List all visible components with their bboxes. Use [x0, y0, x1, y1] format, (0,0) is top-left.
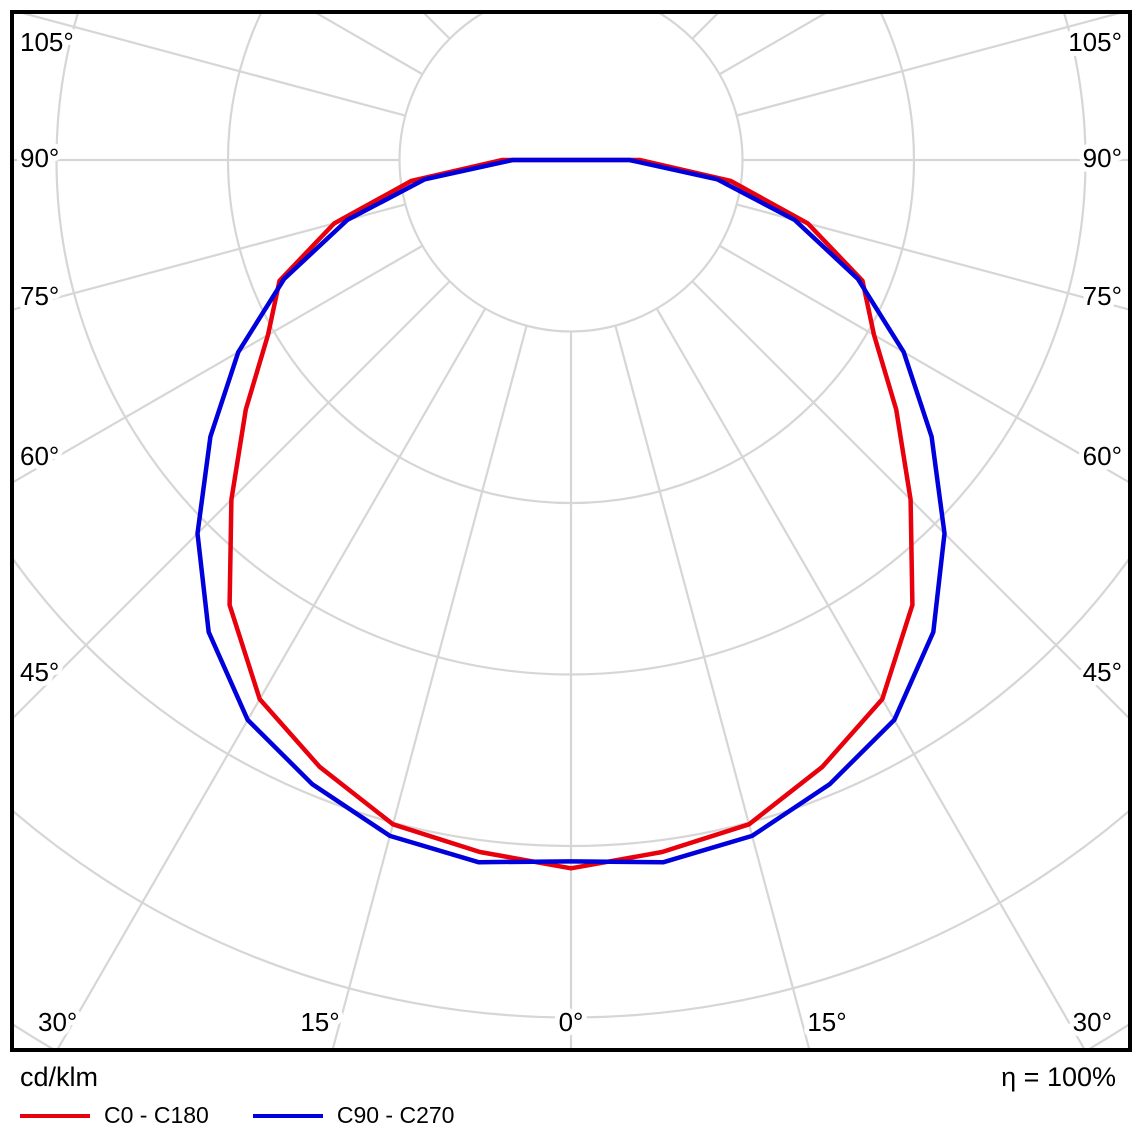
grid-ray [718, 244, 1128, 483]
angle-tick: 45° [1083, 657, 1122, 687]
polar-grid [14, 0, 1128, 1048]
angle-tick: 75° [1083, 281, 1122, 311]
angle-tick: 30° [38, 1007, 77, 1037]
angle-tick: 90° [1083, 143, 1122, 173]
grid-ring [398, 14, 744, 333]
angle-tick: 15° [807, 1007, 846, 1037]
legend-swatch-red-line [20, 1113, 90, 1118]
grid-ray [655, 307, 1085, 1048]
intensity-curves [195, 157, 947, 871]
angle-tick: 90° [20, 143, 59, 173]
grid-ray [57, 307, 487, 1048]
grid-ray [736, 14, 1121, 117]
legend-label-c90-c270: C90 - C270 [336, 1102, 455, 1128]
chart-footer: cd/klm η = 100% C0 - C180 C90 - C270 [0, 1062, 1142, 1132]
legend: C0 - C180 C90 - C270 [0, 1102, 1142, 1129]
angle-tick: 105° [1068, 27, 1122, 57]
angle-tick: 75° [20, 281, 59, 311]
angle-tick: 15° [300, 1007, 339, 1037]
grid-ray [21, 14, 406, 117]
plot-border [10, 10, 1132, 1052]
angle-tick: 60° [20, 441, 59, 471]
grid-ray [614, 325, 811, 1048]
legend-label-c0-c180: C0 - C180 [104, 1102, 209, 1128]
polar-chart-canvas: 105° 90° 75° 60° 45° 105° 90° 75° 60° 45° 30° 15° 0°… [10, 0, 1132, 1052]
angle-tick: 0° [559, 1007, 584, 1037]
efficiency-label: η = 100% [1001, 1062, 1116, 1092]
legend-item-c0-c180: C0 - C180 [20, 1102, 209, 1129]
grid-ray [14, 280, 451, 719]
footer-row: cd/klm η = 100% [0, 1062, 1142, 1093]
curve-C90-C270 [195, 157, 947, 865]
grid-ray [657, 0, 1121, 11]
grid-ray [331, 325, 528, 1048]
grid-ray [14, 203, 406, 311]
angle-tick: 105° [20, 27, 74, 57]
angle-tick: 30° [1073, 1007, 1112, 1037]
legend-swatch-blue-line [252, 1113, 323, 1118]
grid-ray [691, 280, 1128, 719]
grid-ray [21, 0, 485, 11]
angle-tick-labels: 105° 90° 75° 60° 45° 105° 90° 75° 60° 45° 30° 15° 0°… [15, 22, 1127, 1042]
grid-ray [736, 203, 1128, 311]
grid-ray [14, 244, 424, 483]
angle-tick: 60° [1083, 441, 1122, 471]
angle-tick: 45° [20, 657, 59, 687]
unit-label: cd/klm [20, 1062, 99, 1092]
legend-item-c90-c270: C90 - C270 [252, 1102, 455, 1129]
